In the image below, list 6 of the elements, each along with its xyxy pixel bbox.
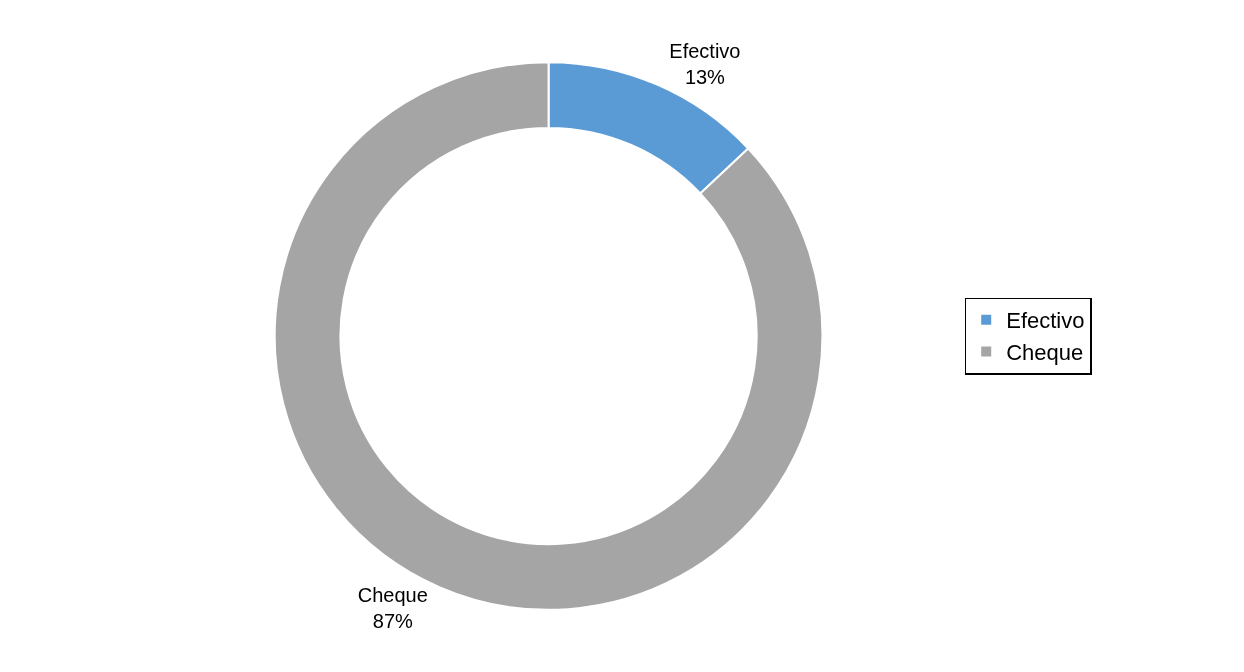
data-label: 13% <box>684 66 726 89</box>
slice-label: Cheque <box>357 583 428 606</box>
slice-label: Efectivo <box>669 40 741 63</box>
legend-label: Cheque <box>1006 339 1084 365</box>
data-label: 87% <box>372 609 413 632</box>
legend-label: Efectivo <box>1006 308 1085 334</box>
